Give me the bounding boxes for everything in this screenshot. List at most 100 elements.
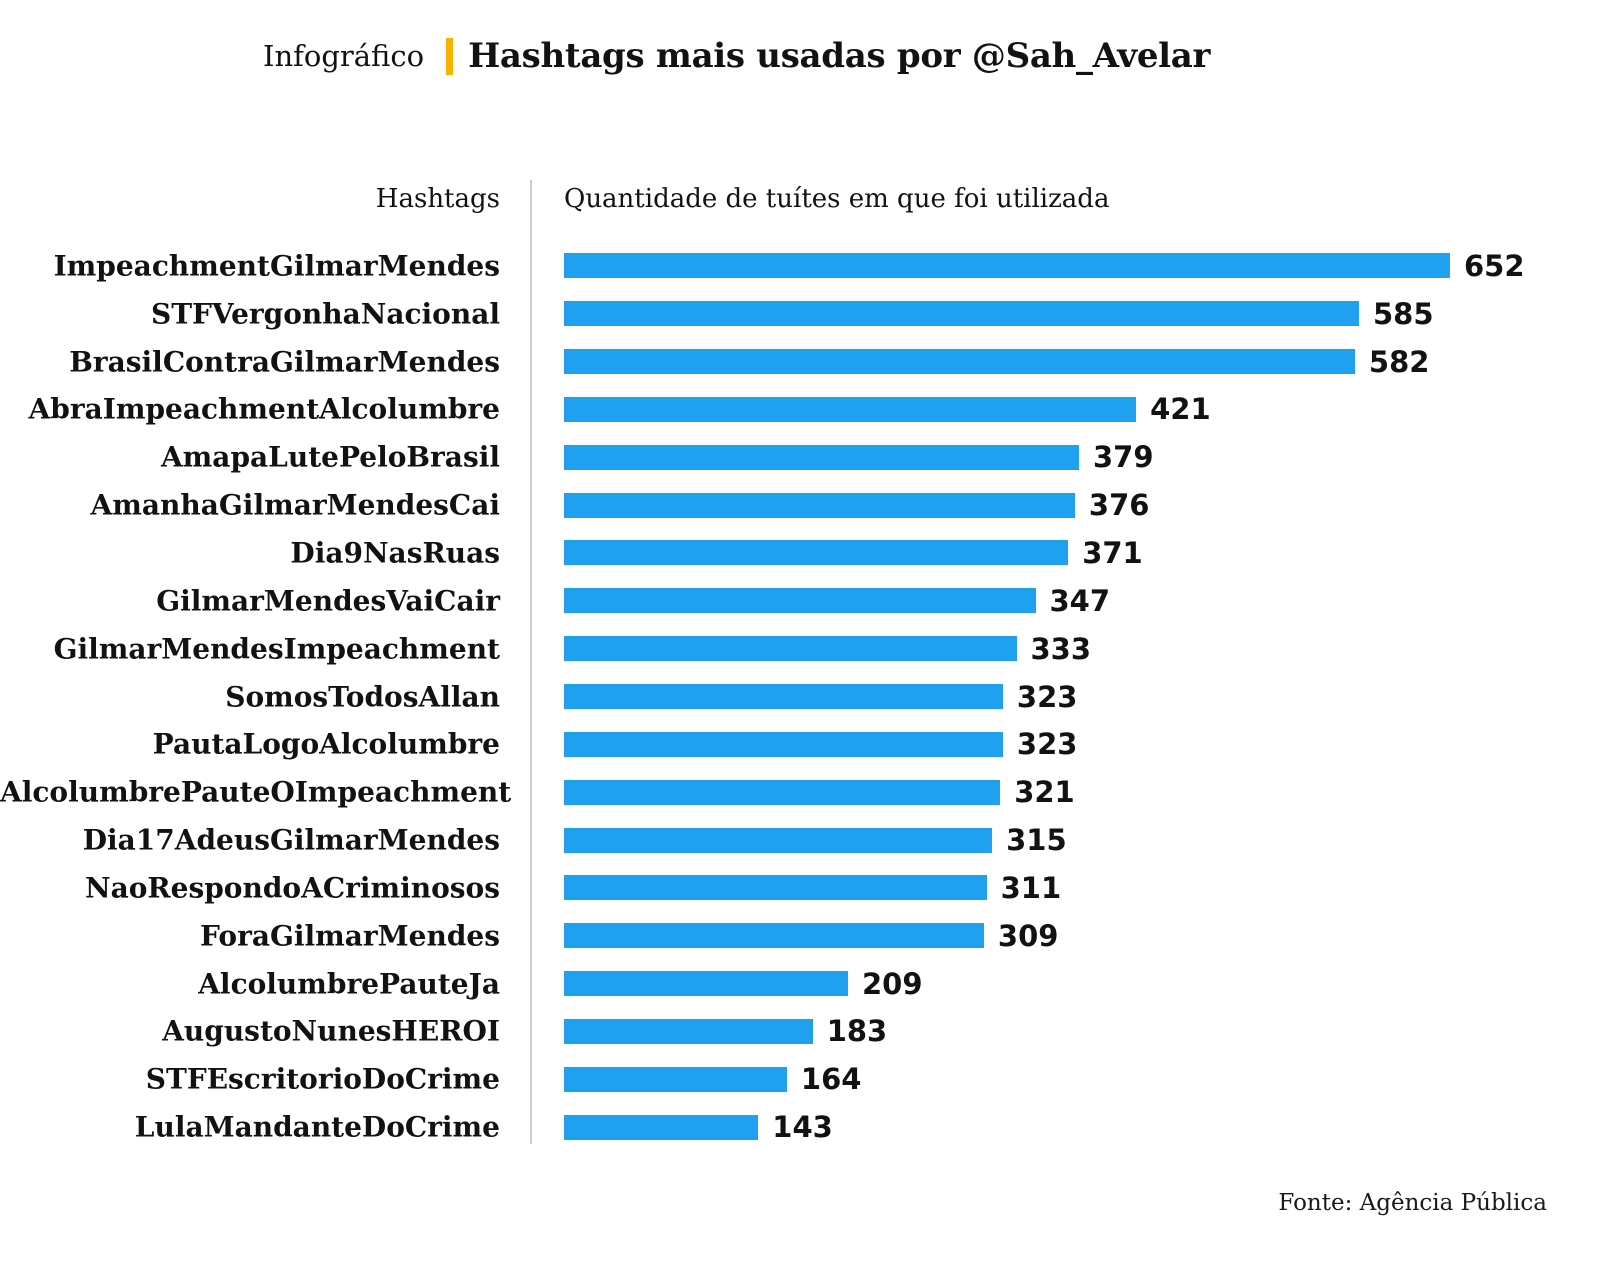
bar-wrap: 143	[564, 1110, 833, 1144]
hashtag-label: PautaLogoAlcolumbre	[152, 727, 500, 761]
hashtag-label: NaoRespondoACriminosos	[84, 871, 500, 905]
hashtag-label: GilmarMendesVaiCair	[156, 584, 500, 618]
bar-row: AlcolumbrePauteOImpeachment 321	[0, 768, 1600, 816]
hashtag-label: Dia17AdeusGilmarMendes	[82, 823, 500, 857]
bar	[564, 253, 1450, 279]
bar-value: 183	[826, 1014, 888, 1049]
bar-row: AlcolumbrePauteJa 209	[0, 960, 1600, 1008]
bar-row: GilmarMendesVaiCair 347	[0, 577, 1600, 625]
bar	[564, 684, 1003, 710]
hashtag-label: AmanhaGilmarMendesCai	[90, 488, 500, 522]
hashtag-label: AlcolumbrePauteOImpeachment	[0, 775, 512, 809]
bar	[564, 540, 1069, 566]
hashtag-label: STFEscritorioDoCrime	[145, 1062, 500, 1096]
bar-wrap: 311	[564, 871, 1061, 905]
bar-row: LulaMandanteDoCrime 143	[0, 1103, 1600, 1151]
hashtag-label: GilmarMendesImpeachment	[53, 632, 500, 666]
bar	[564, 444, 1079, 470]
bar-wrap: 209	[564, 967, 923, 1001]
bar-wrap: 321	[564, 775, 1075, 809]
bar-row: NaoRespondoACriminosos 311	[0, 864, 1600, 912]
bar	[564, 492, 1075, 518]
bar-value: 371	[1082, 535, 1143, 570]
bar	[564, 923, 984, 949]
bar-wrap: 582	[564, 345, 1429, 379]
bar	[564, 588, 1036, 614]
bar-value: 209	[862, 966, 923, 1001]
bar-value: 379	[1093, 440, 1154, 475]
bar-value: 421	[1150, 392, 1211, 427]
bar-row: PautaLogoAlcolumbre 323	[0, 720, 1600, 768]
bar	[564, 971, 848, 997]
kicker-label: Infográfico	[263, 39, 425, 73]
bar-row: STFVergonhaNacional 585	[0, 290, 1600, 338]
bar-value: 585	[1373, 296, 1434, 331]
bar-wrap: 376	[564, 488, 1149, 522]
bar-wrap: 379	[564, 440, 1154, 474]
bar-value: 311	[1000, 870, 1062, 905]
bar	[564, 827, 993, 853]
hashtag-label: AmapaLutePeloBrasil	[160, 440, 500, 474]
bar-row: SomosTodosAllan 323	[0, 673, 1600, 721]
header: Infográfico Hashtags mais usadas por @Sa…	[263, 36, 1210, 76]
bar	[564, 349, 1355, 375]
bar-value: 376	[1088, 488, 1150, 523]
bar-wrap: 347	[564, 584, 1110, 618]
bar-value: 347	[1049, 583, 1111, 618]
bar-wrap: 164	[564, 1062, 861, 1096]
bar-wrap: 652	[564, 249, 1525, 283]
bar-chart: ImpeachmentGilmarMendes 652 STFVergonhaN…	[0, 242, 1600, 1151]
page-title: Hashtags mais usadas por @Sah_Avelar	[468, 36, 1211, 76]
bar-value: 323	[1016, 679, 1078, 714]
hashtag-label: AbraImpeachmentAlcolumbre	[28, 392, 500, 426]
bar	[564, 779, 1001, 805]
bar-wrap: 309	[564, 919, 1058, 953]
bar-wrap: 421	[564, 392, 1211, 426]
bar-value: 652	[1464, 248, 1525, 283]
bar	[564, 1066, 787, 1092]
hashtag-label: Dia9NasRuas	[290, 536, 500, 570]
hashtag-label: ForaGilmarMendes	[200, 919, 500, 953]
column-header-quantity: Quantidade de tuítes em que foi utilizad…	[564, 184, 1110, 214]
title-accent-bar	[446, 37, 454, 75]
bar-wrap: 323	[564, 680, 1077, 714]
hashtag-label: STFVergonhaNacional	[150, 297, 500, 331]
hashtag-label: SomosTodosAllan	[225, 680, 500, 714]
hashtag-label: BrasilContraGilmarMendes	[69, 345, 500, 379]
bar-row: AugustoNunesHEROI 183	[0, 1008, 1600, 1056]
source-credit: Fonte: Agência Pública	[1278, 1190, 1547, 1216]
bar-wrap: 183	[564, 1014, 887, 1048]
bar-wrap: 585	[564, 297, 1434, 331]
bar-value: 315	[1006, 823, 1067, 858]
bar-wrap: 371	[564, 536, 1143, 570]
bar-row: ForaGilmarMendes 309	[0, 912, 1600, 960]
bar	[564, 875, 987, 901]
bar-row: Dia9NasRuas 371	[0, 529, 1600, 577]
bar	[564, 636, 1017, 662]
bar-row: ImpeachmentGilmarMendes 652	[0, 242, 1600, 290]
bar-row: STFEscritorioDoCrime 164	[0, 1055, 1600, 1103]
bar-value: 143	[772, 1110, 833, 1145]
bar	[564, 1114, 759, 1140]
bar-row: Dia17AdeusGilmarMendes 315	[0, 816, 1600, 864]
column-header-hashtags: Hashtags	[375, 184, 500, 214]
bar-row: GilmarMendesImpeachment 333	[0, 625, 1600, 673]
column-divider-line	[530, 180, 532, 1144]
hashtag-label: ImpeachmentGilmarMendes	[53, 249, 500, 283]
hashtag-label: AugustoNunesHEROI	[162, 1014, 500, 1048]
bar-row: AmapaLutePeloBrasil 379	[0, 433, 1600, 481]
bar-value: 164	[800, 1062, 862, 1097]
bar-value: 582	[1368, 344, 1430, 379]
bar	[564, 731, 1003, 757]
bar	[564, 301, 1359, 327]
bar-wrap: 333	[564, 632, 1091, 666]
bar-value: 333	[1030, 631, 1092, 666]
bar-wrap: 323	[564, 727, 1077, 761]
hashtag-label: LulaMandanteDoCrime	[134, 1110, 500, 1144]
bar-value: 321	[1014, 775, 1075, 810]
bar	[564, 396, 1137, 422]
bar-wrap: 315	[564, 823, 1067, 857]
bar-row: AbraImpeachmentAlcolumbre 421	[0, 386, 1600, 434]
bar-row: AmanhaGilmarMendesCai 376	[0, 481, 1600, 529]
